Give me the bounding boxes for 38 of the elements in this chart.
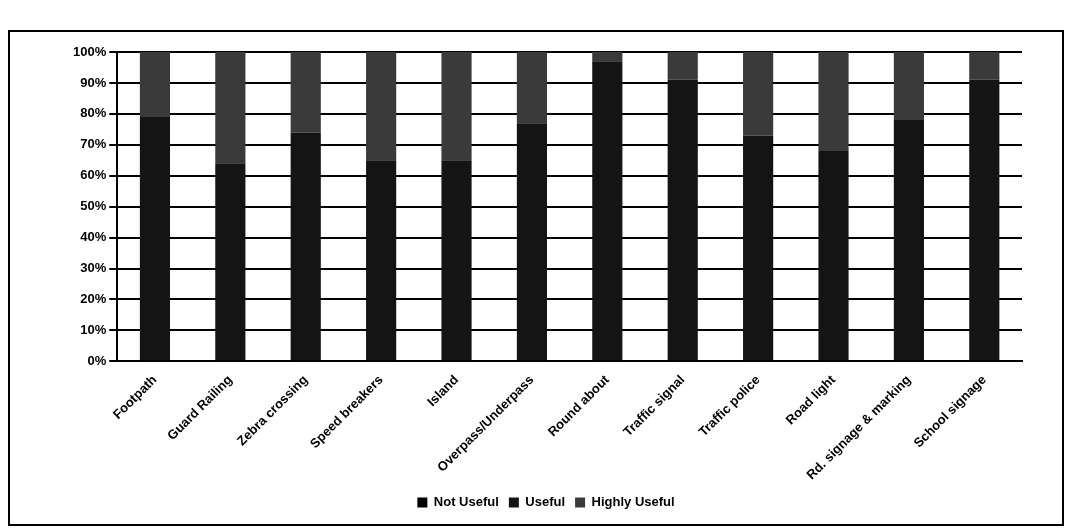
y-tick-label: 70%: [80, 136, 107, 152]
bar: [893, 120, 924, 361]
bar: [516, 123, 548, 361]
bar: [441, 52, 472, 161]
bar: [215, 52, 246, 164]
y-tick-label: 0%: [87, 352, 107, 368]
bar: [592, 52, 623, 62]
bar: [290, 132, 321, 361]
bar: [592, 61, 623, 361]
y-tick-label: 30%: [80, 260, 107, 276]
bar: [667, 79, 698, 361]
y-tick-label: 90%: [80, 74, 107, 90]
bar: [743, 135, 774, 361]
y-tick-label: 40%: [80, 229, 107, 245]
legend-label: Highly Useful: [591, 494, 675, 510]
bar: [516, 52, 548, 124]
y-tick-label: 20%: [80, 291, 107, 307]
legend-label: Not Useful: [433, 494, 499, 510]
bar: [139, 52, 171, 117]
bar: [969, 79, 1000, 361]
y-tick-label: 50%: [80, 198, 107, 214]
y-tick-label: 10%: [80, 322, 107, 338]
y-tick-label: 100%: [73, 43, 107, 59]
bar: [139, 116, 171, 361]
bar: [969, 52, 1000, 80]
bar: [818, 151, 849, 361]
bar: [818, 52, 849, 151]
bar: [441, 160, 472, 361]
bar: [366, 52, 397, 161]
y-tick-label: 60%: [80, 167, 107, 183]
bar: [215, 163, 246, 361]
bar: [366, 160, 397, 361]
bar: [667, 52, 698, 80]
bar: [290, 52, 321, 133]
bar: [743, 52, 774, 136]
legend-label: Useful: [525, 494, 566, 510]
y-tick-label: 80%: [80, 105, 107, 121]
bar: [893, 52, 924, 121]
